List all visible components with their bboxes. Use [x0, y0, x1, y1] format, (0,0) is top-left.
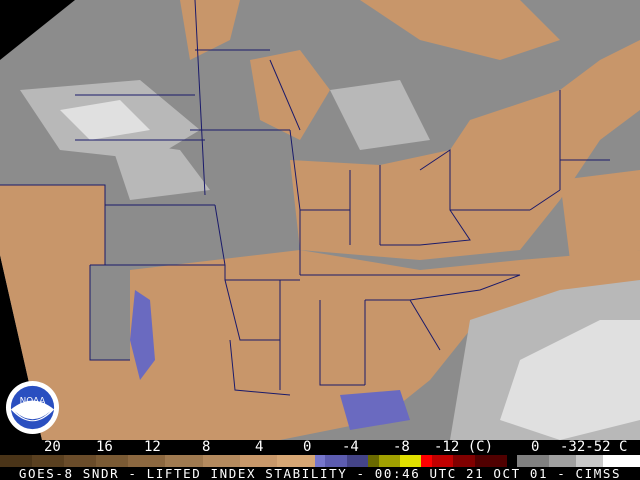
color-scale-swatch: [64, 455, 96, 467]
color-scale-swatch: [367, 455, 379, 467]
color-scale-swatch: [549, 455, 576, 467]
image-caption: GOES-8 SNDR - LIFTED INDEX STABILITY - 0…: [0, 467, 640, 480]
legend-label: 12: [144, 439, 161, 455]
legend-label: 20: [44, 439, 61, 455]
color-scale-swatch: [202, 455, 240, 467]
color-scale-swatch: [453, 455, 475, 467]
color-scale-swatch: [325, 455, 347, 467]
color-scale-swatch: [239, 455, 278, 467]
noaa-logo-text: NOAA: [20, 397, 46, 407]
color-scale-swatch: [421, 455, 432, 467]
color-scale-swatch: [517, 455, 550, 467]
noaa-logo: NOAA: [5, 380, 60, 435]
state-borders: [0, 0, 610, 396]
legend-label: -32-52 C: [560, 439, 628, 455]
color-scale-swatch: [378, 455, 400, 467]
color-scale-swatch: [0, 455, 32, 467]
legend-labels: 20 16 12 8 4 0 -4 -8 -12 (C) 0 -32-52 C: [0, 440, 640, 455]
lifted-index-map: [0, 0, 640, 440]
legend-label: -12 (C): [434, 439, 494, 455]
legend-label: -4: [342, 439, 359, 455]
legend-label: -8: [393, 439, 410, 455]
color-scale-swatch: [506, 455, 518, 467]
color-scale-swatch: [165, 455, 203, 467]
color-scale-swatch: [431, 455, 454, 467]
legend-label: 0: [531, 439, 540, 455]
color-scale-swatch: [346, 455, 368, 467]
color-scale-swatch: [474, 455, 507, 467]
legend-label: 0: [303, 439, 312, 455]
color-scale-swatch: [277, 455, 315, 467]
bright-patches: [60, 100, 640, 440]
legend-label: 8: [202, 439, 211, 455]
color-scale-swatch: [575, 455, 603, 467]
legend-label: 16: [96, 439, 113, 455]
color-scale-swatch: [96, 455, 128, 467]
color-scale-swatch: [399, 455, 422, 467]
color-scale-bar: [0, 455, 640, 467]
color-scale-swatch: [602, 455, 640, 467]
color-scale-swatch: [128, 455, 166, 467]
legend-label: 4: [255, 439, 264, 455]
color-scale-swatch: [314, 455, 326, 467]
color-scale-swatch: [32, 455, 64, 467]
unstable-patches: [130, 290, 410, 430]
